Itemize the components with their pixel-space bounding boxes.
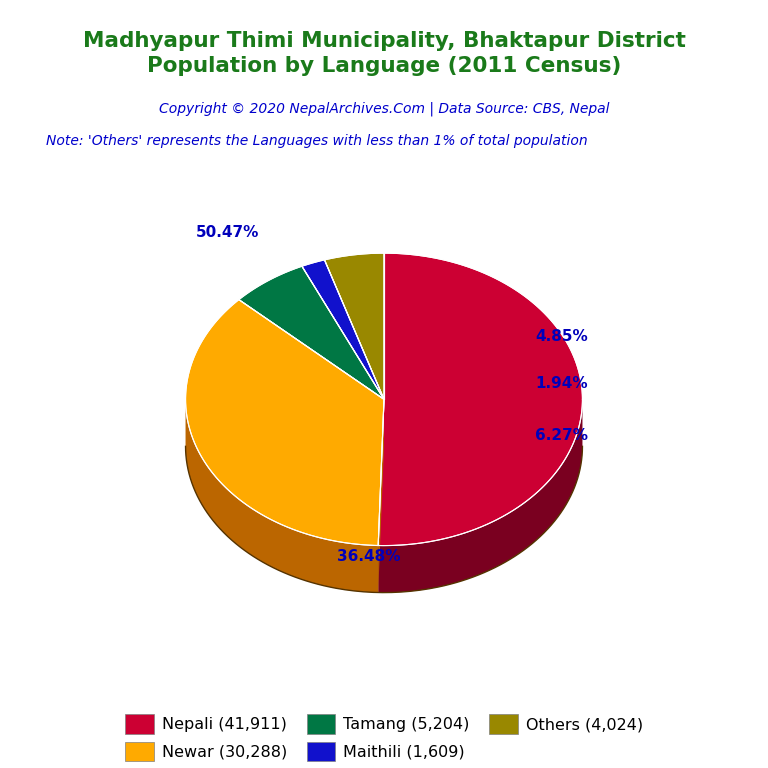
Text: Note: 'Others' represents the Languages with less than 1% of total population: Note: 'Others' represents the Languages … <box>46 134 588 148</box>
Text: 50.47%: 50.47% <box>196 225 259 240</box>
Polygon shape <box>378 399 582 593</box>
Polygon shape <box>324 253 384 399</box>
Polygon shape <box>378 399 384 593</box>
Polygon shape <box>186 300 384 545</box>
Polygon shape <box>378 399 384 593</box>
Text: 1.94%: 1.94% <box>535 376 588 391</box>
Polygon shape <box>239 266 384 399</box>
Text: 4.85%: 4.85% <box>535 329 588 344</box>
Legend: Nepali (41,911), Newar (30,288), Tamang (5,204), Maithili (1,609), Others (4,024: Nepali (41,911), Newar (30,288), Tamang … <box>119 707 649 767</box>
Text: 6.27%: 6.27% <box>535 429 588 443</box>
Polygon shape <box>186 399 378 593</box>
Text: Madhyapur Thimi Municipality, Bhaktapur District
Population by Language (2011 Ce: Madhyapur Thimi Municipality, Bhaktapur … <box>83 31 685 75</box>
Text: Copyright © 2020 NepalArchives.Com | Data Source: CBS, Nepal: Copyright © 2020 NepalArchives.Com | Dat… <box>159 101 609 116</box>
Polygon shape <box>378 253 582 545</box>
Polygon shape <box>302 260 384 399</box>
Text: 36.48%: 36.48% <box>336 548 400 564</box>
